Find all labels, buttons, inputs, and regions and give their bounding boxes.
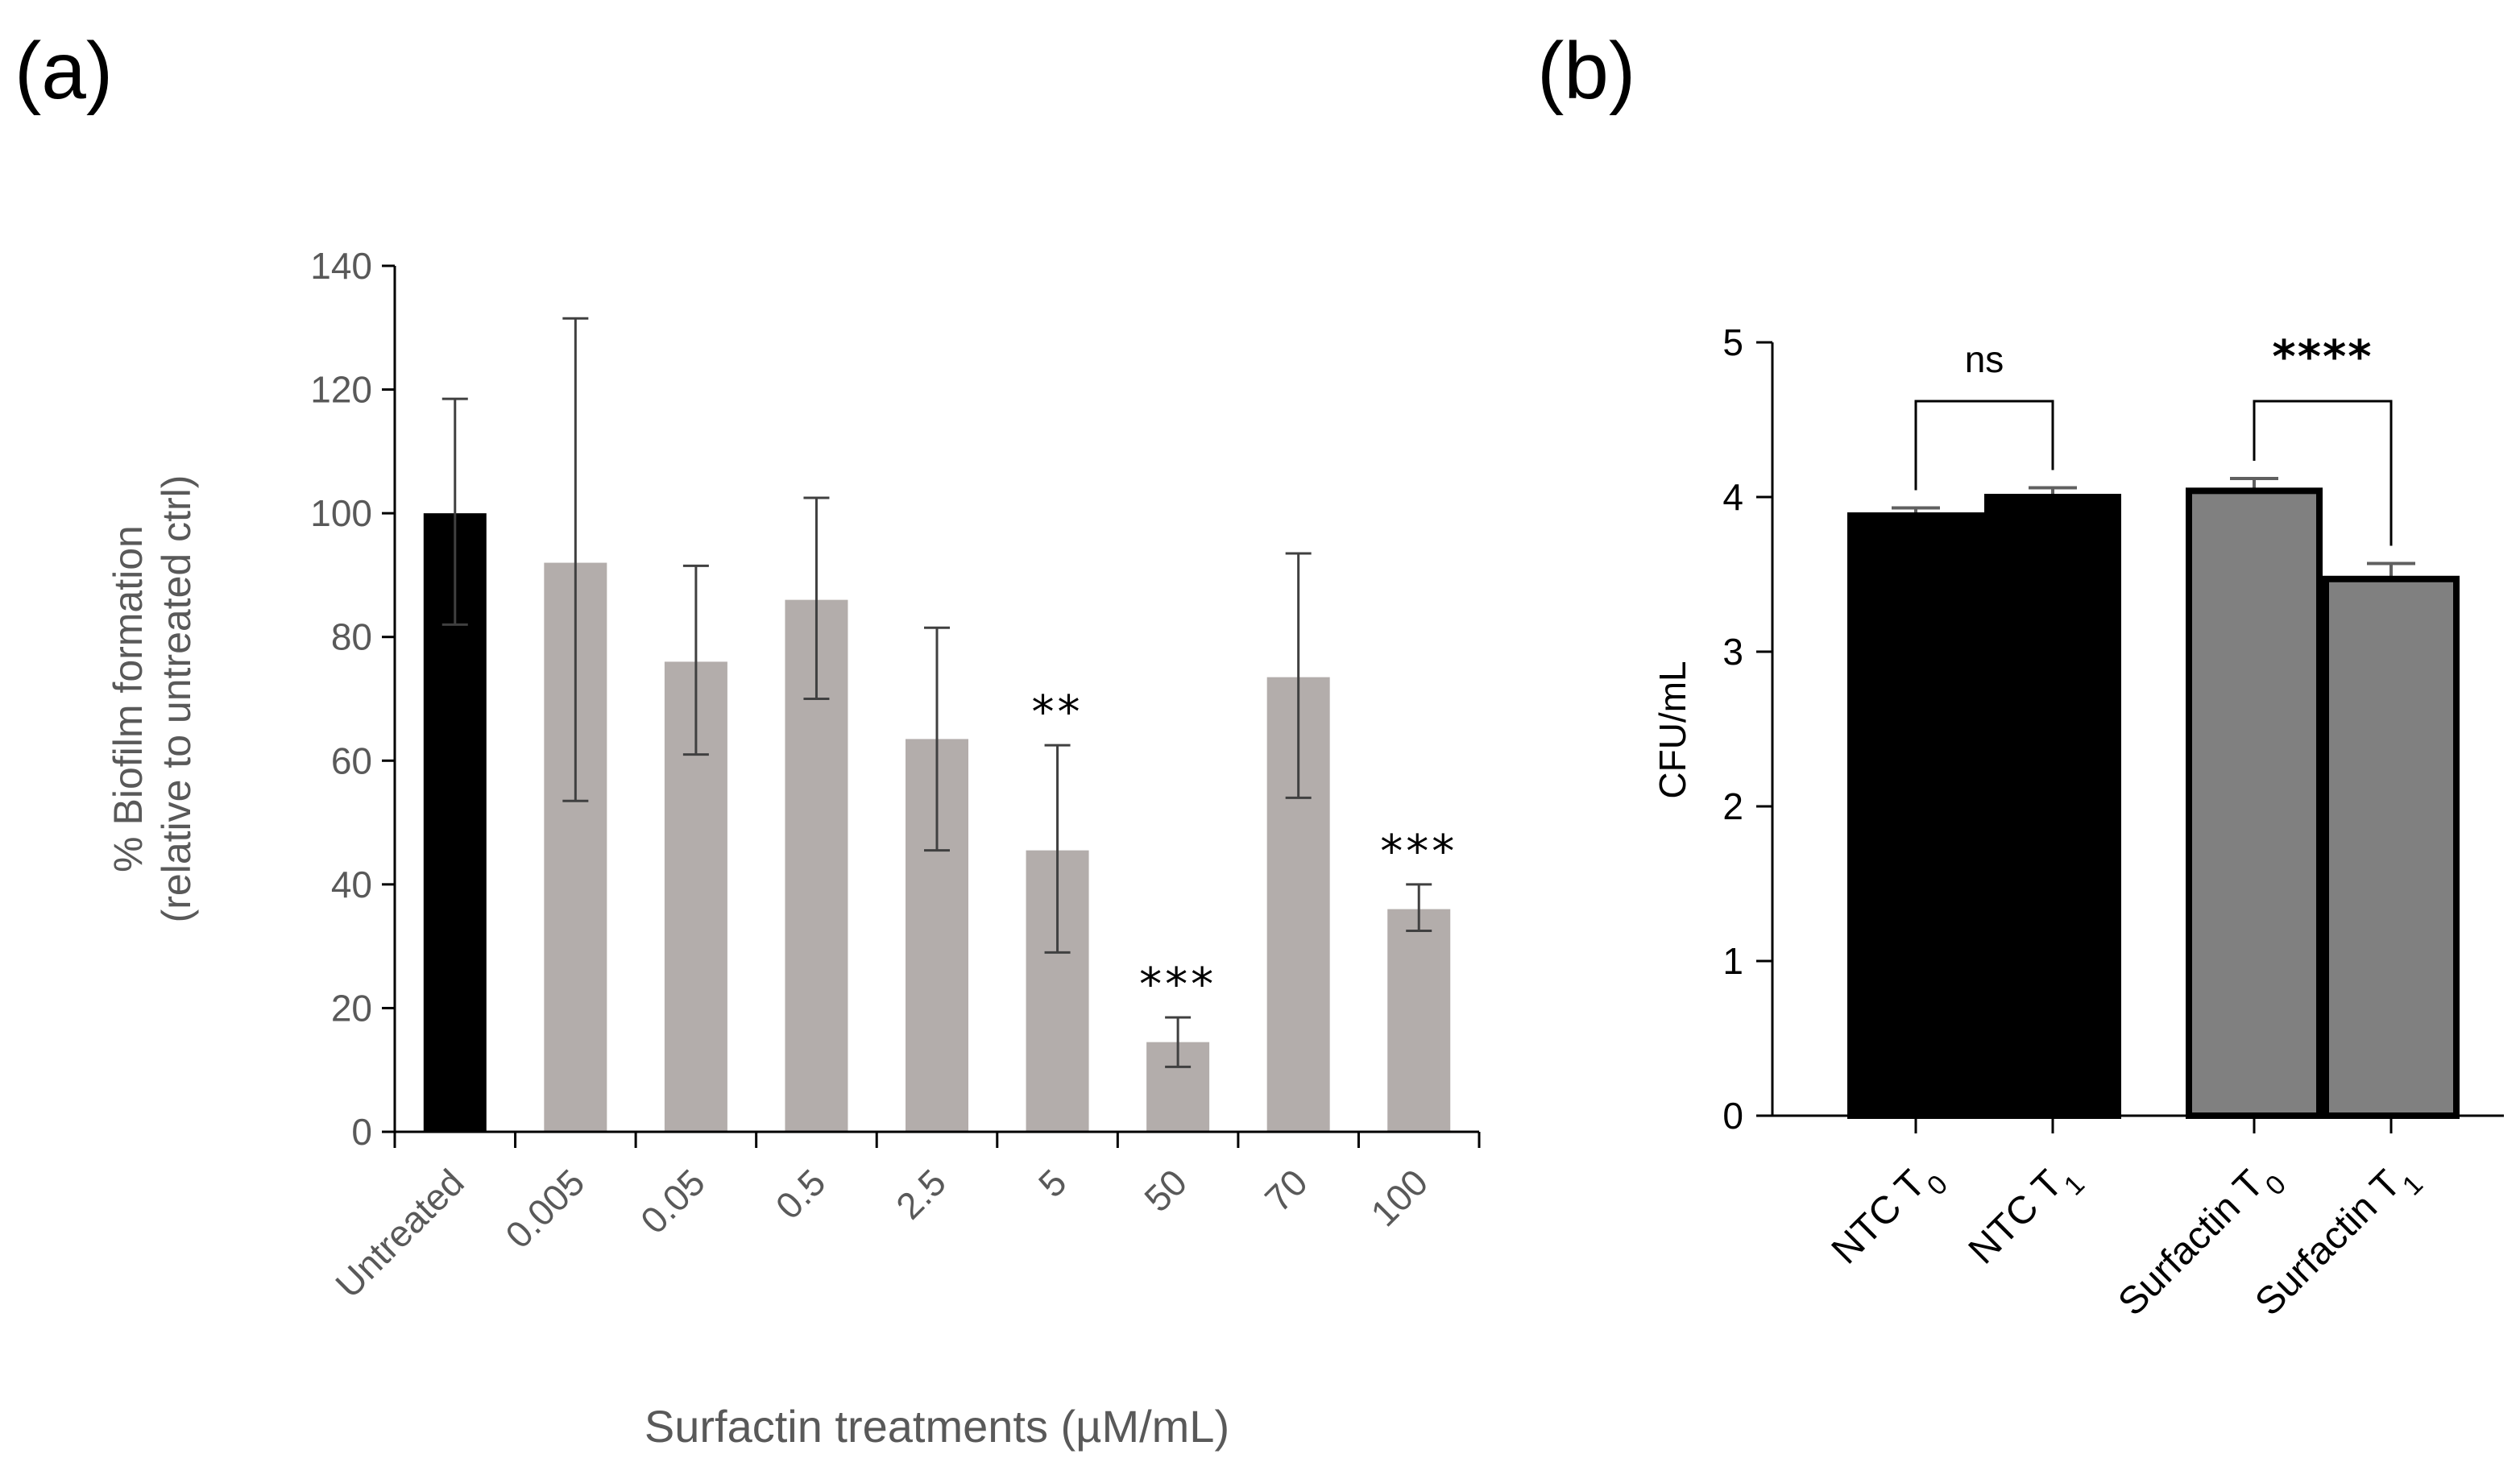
chart-a-y-tick-label: 100 [310,492,372,534]
chart-a-significance-label: *** [1380,826,1457,878]
chart-a-x-axis-label: Surfactin treatments (µM/mL) [645,1401,1229,1452]
chart-b-y-tick-label: 5 [1722,321,1743,363]
chart-a-y-axis-label-line1: % Biofilm formation [106,525,151,872]
chart-a-y-tick-label: 120 [310,369,372,411]
chart-a-x-tick-label: 70 [1257,1161,1316,1220]
panel-label-a: (a) [15,26,113,116]
chart-b-comparison-label: ns [1965,338,2004,380]
chart-b-y-tick-label: 1 [1722,940,1743,982]
chart-a-x-tick-label: 2.5 [888,1161,954,1227]
chart-a-x-tick-label: 0.5 [768,1161,834,1227]
chart-a-y-tick-label: 20 [331,987,372,1029]
chart-b-x-tick-label: NTC T0 [1824,1151,1954,1281]
chart-a-y-tick-label: 80 [331,616,372,658]
chart-a: 0 20 40 60 80 100 120 140 Untreated 0.005 0.05 0.5 2… [106,245,1481,1306]
panel-label-b: (b) [1537,26,1635,116]
chart-b-y-axis-label: CFU/mL [1652,661,1693,798]
chart-a-x-tick-label: 50 [1136,1161,1195,1220]
chart-a-y-tick-label: 140 [310,245,372,287]
chart-b-y-tick-label: 4 [1722,476,1743,518]
chart-b-y-tick-label: 0 [1722,1095,1743,1137]
chart-b-bar [2323,575,2460,1119]
chart-a-x-tick-label: 5 [1030,1161,1075,1205]
chart-a-y-tick-label: 60 [331,740,372,781]
chart-a-y-axis-label-line2: (relative to untreated ctrl) [154,475,199,923]
chart-a-bar [1387,909,1451,1132]
chart-b-comparison-label: **** [2272,331,2373,383]
chart-b-bar [1847,512,1984,1119]
chart-a-significance-label: ** [1032,686,1084,739]
chart-b-y-tick-label: 3 [1722,631,1743,673]
chart-b-y-tick-label: 2 [1722,785,1743,827]
chart-a-y-tick-label: 0 [351,1111,372,1153]
chart-b-bar [2186,487,2323,1119]
chart-b-bar [1984,494,2121,1119]
chart-b-comparison-bracket [2253,400,2393,546]
chart-a-significance-label: *** [1139,959,1216,1011]
chart-a-x-tick-label: 0.05 [632,1161,713,1241]
chart-b-comparison-bracket [1914,400,2054,491]
chart-a-x-tick-label: 100 [1362,1161,1436,1234]
chart-a-x-tick-label: Untreated [327,1161,472,1306]
chart-b-x-tick-label: NTC T1 [1961,1151,2091,1281]
chart-a-x-tick-label: 0.005 [497,1161,592,1256]
chart-a-y-tick-label: 40 [331,864,372,905]
